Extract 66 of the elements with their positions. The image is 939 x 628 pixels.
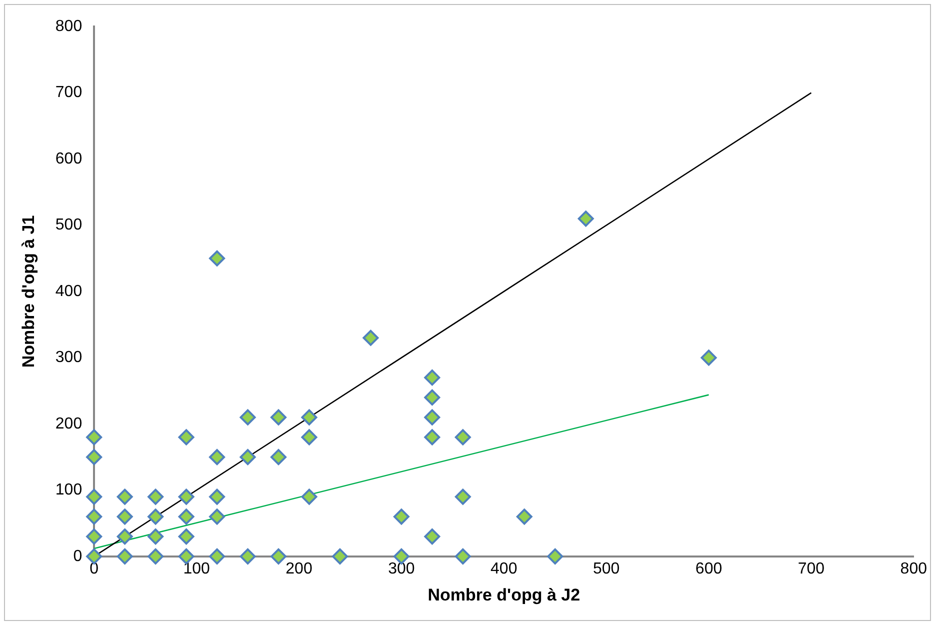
point [148,528,164,545]
x-tick-label: 300 [388,560,415,578]
point [424,528,440,545]
y-tick-label: 400 [55,282,82,300]
point [178,488,194,505]
y-tick-label: 100 [55,482,82,499]
x-tick-label: 500 [592,560,620,578]
y-tick-label: 300 [55,349,82,366]
point [209,508,226,525]
y-axis-title: Nombre d'opg à J1 [18,215,38,368]
point [240,548,256,564]
point [332,548,348,564]
x-axis-title: Nombre d'opg à J2 [428,585,580,604]
point [393,508,410,525]
point [240,409,256,426]
point [700,350,717,366]
point [148,508,164,525]
point [116,548,133,564]
x-tick-label: 700 [798,560,825,578]
point [86,449,102,466]
point [116,488,133,505]
y-tick-label: 800 [55,18,82,36]
point [86,508,102,525]
point [86,548,102,564]
point [301,409,318,426]
x-tick-label: 800 [900,560,928,578]
point [578,210,594,227]
point [148,488,164,505]
x-tick-label: 200 [286,560,312,578]
point [454,429,471,446]
x-tick-label: 600 [695,560,722,578]
point [209,548,226,564]
point [270,548,286,564]
y-tick-label: 0 [73,548,82,565]
point [240,449,256,466]
point [454,548,471,564]
point [301,429,318,446]
point [209,488,226,505]
point [270,449,286,466]
point [362,330,379,346]
point [454,488,471,505]
point [148,548,164,564]
point [424,409,440,426]
point [86,528,102,545]
point [547,548,564,564]
point [178,508,194,525]
point [116,508,133,525]
point [424,370,440,386]
point [424,429,440,446]
y-tick-label: 700 [55,84,82,102]
point [116,528,133,545]
point [178,528,194,545]
point [424,389,440,406]
point [270,409,286,426]
x-tick-label: 400 [490,560,518,578]
point [209,449,226,466]
point [209,250,226,266]
point [516,508,532,525]
y-tick-label: 200 [55,415,82,432]
y-tick-label: 600 [55,150,82,168]
point [178,429,194,446]
point [301,488,318,505]
x-tick-label: 100 [183,560,210,578]
point [86,488,102,505]
point [86,429,102,446]
y-tick-label: 500 [55,216,82,234]
